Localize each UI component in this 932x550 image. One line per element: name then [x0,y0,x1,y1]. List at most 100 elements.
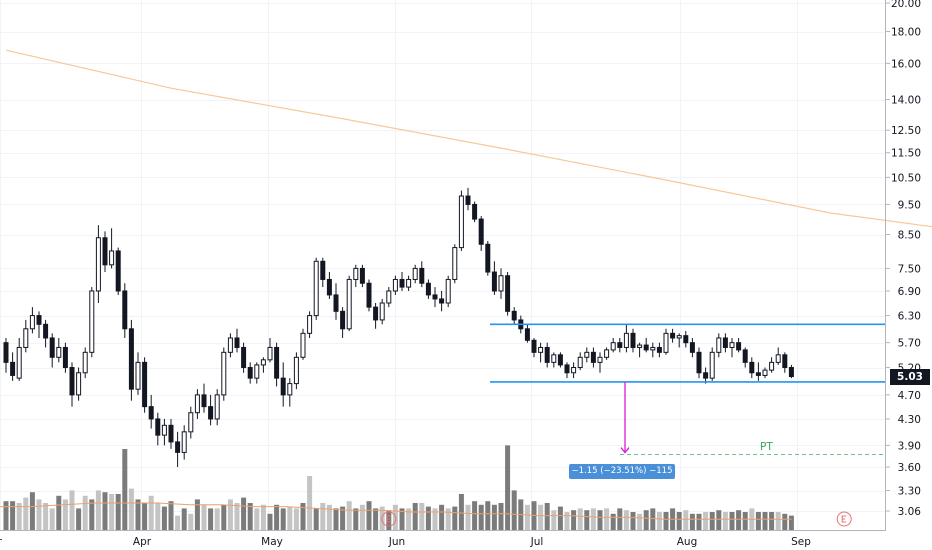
candle-body [419,267,425,284]
candle-body [36,315,42,325]
candle-body [16,346,22,379]
volume-bar [762,512,768,530]
candle-body [69,367,75,396]
volume-bar [656,512,662,530]
candle-body [769,361,775,371]
volume-bar [623,510,629,530]
volume-bar [128,488,134,530]
volume-bar [161,506,167,530]
measure-label: −1.15 (−23.51%) −115 [569,464,675,479]
volume-bar [135,499,141,530]
volume-bar [703,512,709,530]
candle-body [201,394,207,408]
candle-body [300,332,306,358]
volume-bar [458,494,464,530]
volume-bar [425,506,431,530]
candle-body [115,250,121,292]
candle-body [670,332,676,339]
candle-body [366,282,372,308]
last-price-badge: 5.03 [890,369,930,385]
volume-bar [346,501,352,530]
time-tick-label: Mar [0,536,3,548]
candle-body [175,441,181,453]
price-tick-label: 12.50 [891,125,921,137]
volume-bar [62,499,68,530]
candle-body [511,310,517,321]
candle-body [676,335,682,339]
price-tick-label: 5.70 [898,338,921,350]
candle-body [557,354,563,366]
earnings-icon[interactable] [836,511,852,527]
candle-body [683,335,689,344]
volume-bar [340,506,346,530]
time-tick-label: Jul [530,536,544,548]
candle-body [656,346,662,353]
candle-body [181,431,187,453]
volume-bar [89,499,95,530]
volume-bar [597,510,603,530]
candle-body [320,260,326,280]
volume-bar [241,497,247,530]
volume-bar [769,512,775,530]
candle-body [10,361,16,376]
volume-bar [168,501,174,530]
volume-bar [452,506,458,530]
candle-body [762,369,768,376]
candle-body [234,337,240,348]
candle-body [689,342,695,353]
volume-bar [465,504,471,530]
candle-body [716,337,722,353]
candle-body [439,298,445,304]
earnings-markers [381,511,852,527]
candle-body [617,342,623,348]
candle-body [346,278,352,330]
candle-body [610,342,616,351]
volume-bar [571,510,577,530]
price-tick-label: 3.06 [898,506,922,518]
candle-body [148,406,154,420]
candle-body [241,346,247,369]
candle-body [584,351,590,358]
time-tick-label: Aug [677,536,698,548]
volume-bar [505,445,511,530]
volume-bar [412,503,418,530]
candle-body [696,351,702,374]
candle-body [155,418,161,436]
volume-bar [155,503,161,530]
volume-bar [736,510,742,530]
price-target-label: PT [760,441,773,453]
volume-bar [56,495,62,530]
volume-bar [683,510,689,530]
candle-body [142,361,148,408]
candle-body [755,372,761,376]
candle-body [3,342,9,363]
volume-bar [491,504,497,530]
volume-bar [445,508,451,530]
volume-bar [36,499,42,530]
volume-bar [557,506,563,530]
candle-body [168,424,174,443]
price-axis[interactable]: 20.00 18.00 16.00 14.00 12.50 11.50 10.50 9.50 8… [886,0,921,518]
earnings-glyph [386,515,391,523]
price-tick-label: 10.50 [891,172,921,184]
candle-body [208,406,214,420]
volume-bar [564,512,570,530]
volume-bar [709,512,715,530]
time-axis[interactable]: Mar Apr May Jun Jul Aug Sep [0,536,811,548]
candle-body [788,367,794,378]
volume-bar [485,501,491,530]
earnings-icon[interactable] [381,511,397,527]
candle-body [247,367,253,379]
earnings-glyph [841,515,847,523]
time-tick-label: May [261,536,283,548]
candle-body [392,278,398,292]
price-tick-label: 8.50 [898,230,921,242]
moving-average-line [5,49,932,228]
candle-body [775,354,781,363]
candle-body [359,267,365,284]
volume-bar [419,503,425,530]
price-tick-label: 4.30 [898,414,921,426]
volume-bar [399,508,405,530]
candle-body [274,346,280,379]
